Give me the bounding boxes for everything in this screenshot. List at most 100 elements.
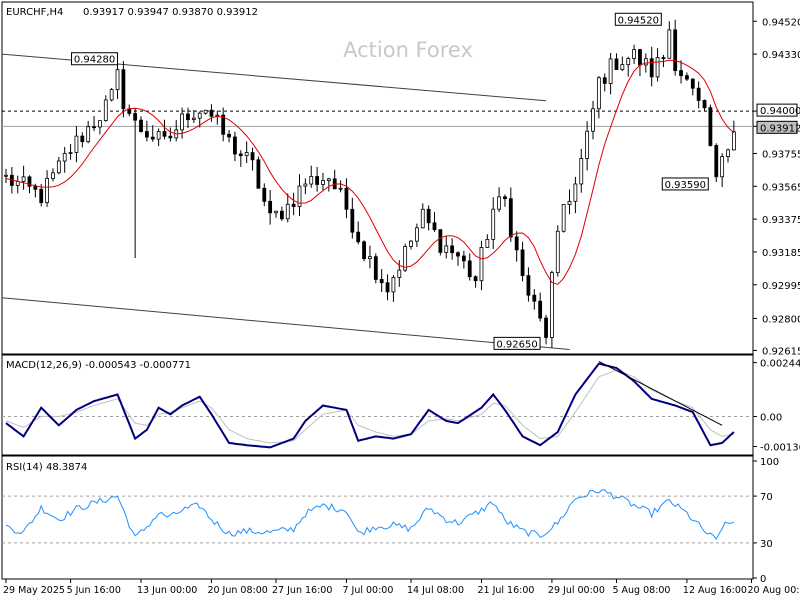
candle [344,178,349,219]
candle [561,204,566,233]
candle-body [573,183,578,202]
price-y-axis: 0.94520 0.94330 0.94000 0.93912 0.93755 0.935… [753,17,800,357]
candle [309,165,314,188]
candle [426,205,431,231]
price-label-text: 0.94520 [618,15,659,26]
price-tag-box [756,103,798,117]
price-tag-box [756,120,798,134]
candle-body [479,247,484,282]
candle [667,21,672,59]
candle-body [661,57,666,59]
candle-body [403,246,408,271]
candle [144,120,149,142]
candle-body [92,126,96,129]
candle-body [86,126,91,143]
candle-body [626,58,631,66]
price-tick-label: 0.93912 [760,123,800,134]
candle-body [420,208,425,229]
candle-body [731,131,736,151]
candle [526,267,531,302]
candle-body [303,183,308,187]
candle-body [685,75,689,80]
candle-body [526,275,531,296]
candle-body [467,260,472,278]
candle [86,120,91,144]
candle-body [690,78,695,89]
price-label-text: 0.92650 [496,339,537,350]
macd-plot [2,360,753,449]
candle [385,274,390,301]
price-header-symbol: EURCHF,H4 [6,7,63,18]
candle-body [620,64,625,70]
candle [444,236,449,259]
candle [467,253,472,281]
candle-body [326,178,331,181]
candle [532,289,537,310]
candle [279,206,284,221]
candle [227,130,231,143]
candle-body [103,99,108,122]
candle-body [315,176,320,185]
candle-body [567,200,572,205]
candle-body [203,109,208,114]
macd-tick-label: 0.00 [760,413,782,424]
candle-body [602,77,607,84]
candle [485,234,490,248]
candle-body [385,282,390,293]
candle [632,44,636,64]
price-tick-label: 0.92615 [762,346,800,357]
candle-body [27,176,32,187]
x-tick-label: 13 Jun 00:00 [137,585,197,596]
price-header-values: 0.93917 0.93947 0.93870 0.93912 [83,7,258,18]
candle-body [444,245,449,253]
price-grid [2,110,753,127]
candle [350,197,355,239]
candle-body [649,58,654,78]
candle [62,146,67,173]
candle [626,56,631,77]
rsi-tick-label: 0 [760,574,766,585]
price-tick-label: 0.92995 [762,281,800,292]
candle [92,116,96,132]
candle-body [391,277,396,293]
candle [238,150,243,167]
candle [602,73,607,92]
moving-average [5,59,735,285]
candle [244,141,249,164]
candle-body [74,135,79,153]
candle-body [696,87,701,101]
candle-body [121,69,126,110]
candle [221,107,226,142]
candle [579,148,584,193]
candle [620,56,625,72]
candle [51,168,55,182]
candle [726,148,730,163]
candle [326,177,331,192]
rsi-plot [2,489,753,544]
candle-body [673,29,678,72]
candle [233,131,237,162]
candle-body [4,174,8,177]
candle-body [473,276,478,282]
candle [191,109,196,123]
candle [438,229,443,256]
candle [720,153,725,187]
candle [39,183,44,207]
candle-body [409,240,413,247]
candle-body [508,198,513,238]
candle [203,109,208,115]
candle [614,53,619,70]
candle [491,197,496,250]
candle [139,116,143,133]
price-label-0-93590: 0.93590 [661,177,709,191]
candle [479,240,484,291]
candle [673,19,678,76]
candle [544,314,548,345]
candle-body [291,203,296,207]
candle-body [579,158,584,185]
macd-tick-label: 0.002445 [760,359,800,370]
candle-body [643,58,648,66]
candle-body [726,149,730,157]
candle-body [285,203,290,220]
